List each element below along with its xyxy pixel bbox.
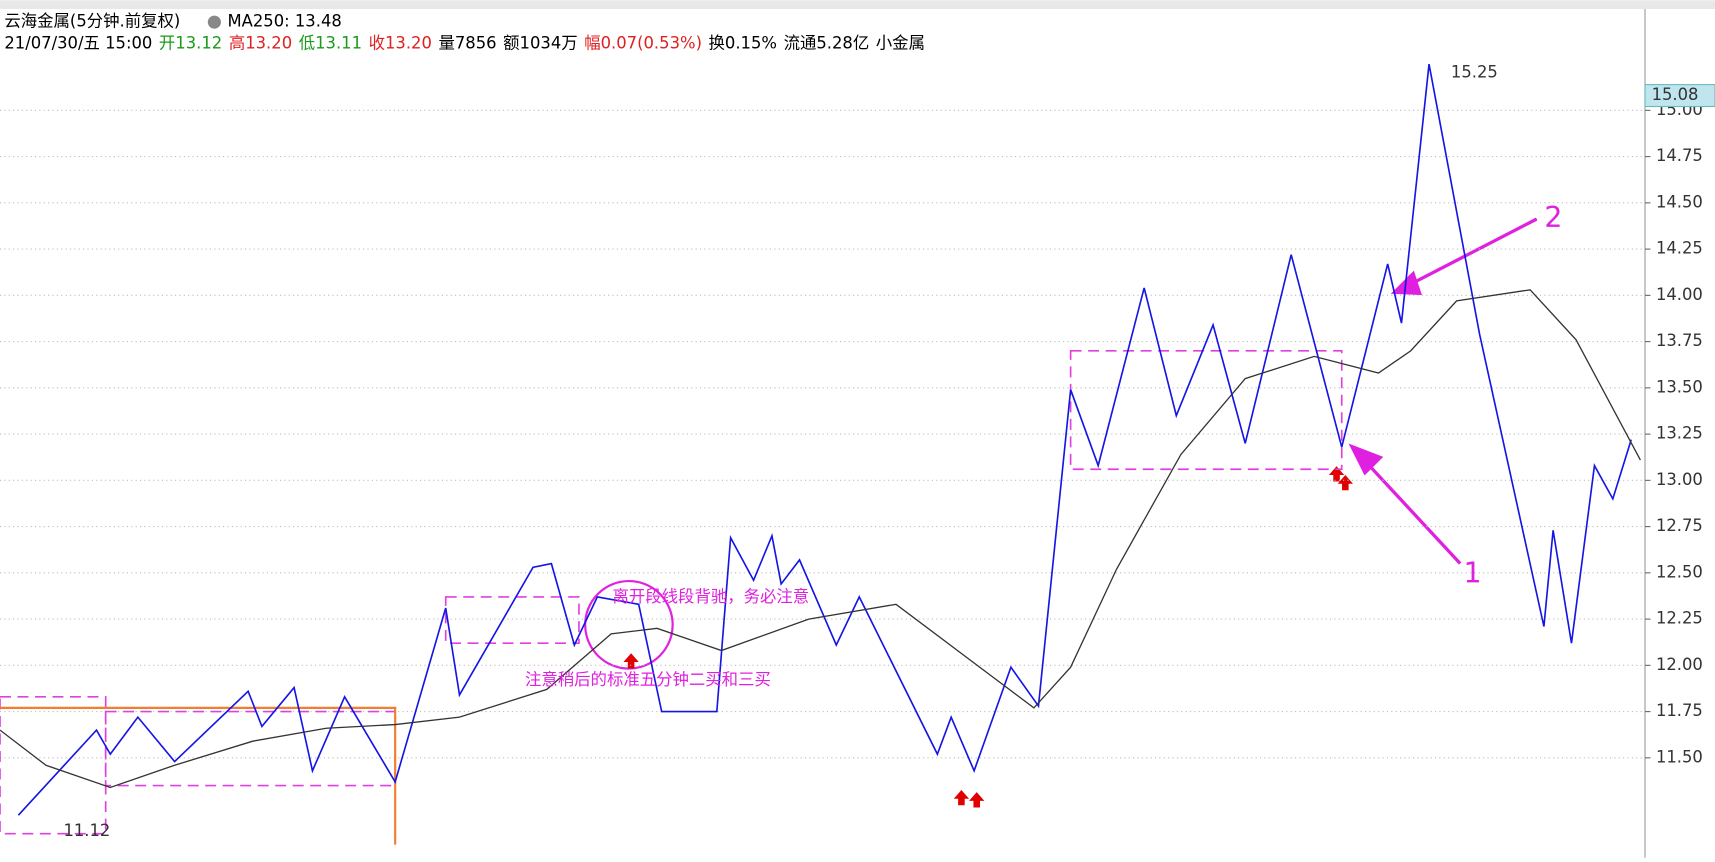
price-tag — [1644, 84, 1715, 108]
info-field: 量7856 — [438, 34, 496, 53]
info-field: 低13.11 — [299, 34, 362, 53]
y-tick-label: 14.50 — [1656, 192, 1703, 211]
info-field: 换0.15% — [709, 34, 777, 53]
chart-title: 云海金属(5分钟.前复权) — [4, 12, 180, 31]
y-tick-label: 14.25 — [1656, 239, 1703, 258]
ma-label: MA250: 13.48 — [228, 12, 342, 31]
pivot-box — [104, 710, 396, 787]
info-field: 收13.20 — [369, 34, 432, 53]
y-tick-label: 12.50 — [1656, 562, 1703, 581]
y-tick-label: 12.25 — [1656, 609, 1703, 628]
arrows — [1348, 217, 1538, 565]
ma-icon — [207, 15, 221, 29]
y-tick-label: 14.75 — [1656, 146, 1703, 165]
annotation: 离开段线段背驰，务必注意 — [613, 587, 810, 606]
series-line — [17, 63, 1633, 816]
info-field: 额1034万 — [503, 34, 577, 53]
info-field: 幅0.07(0.53%) — [584, 34, 702, 53]
y-tick-label: 11.75 — [1656, 701, 1703, 720]
price-tag-label: 15.08 — [1652, 85, 1699, 104]
pivot-box — [444, 596, 580, 644]
info-field: 小金属 — [876, 34, 925, 53]
support-line — [0, 706, 397, 845]
info-field: 流通5.28亿 — [784, 34, 870, 53]
pivot-box — [0, 695, 107, 835]
y-tick-label: 11.50 — [1656, 747, 1703, 766]
info-field: 高13.20 — [229, 34, 292, 53]
y-tick-label: 12.00 — [1656, 655, 1703, 674]
y-tick-label: 13.00 — [1656, 470, 1703, 489]
annotation: 2 — [1544, 201, 1562, 234]
y-tick-label: 12.75 — [1656, 516, 1703, 535]
high-label: 15.25 — [1451, 62, 1498, 81]
annotation: 注意稍后的标准五分钟二买和三买 — [525, 670, 771, 689]
info-field: 开13.12 — [159, 34, 222, 53]
y-tick-label: 14.00 — [1656, 285, 1703, 304]
buy-markers — [623, 466, 1353, 808]
series-line — [0, 289, 1641, 789]
tab-bar — [0, 0, 1715, 9]
y-tick-label: 13.25 — [1656, 424, 1703, 443]
y-tick-label: 13.75 — [1656, 331, 1703, 350]
low-label: 11.12 — [63, 821, 110, 840]
y-tick-label: 13.50 — [1656, 377, 1703, 396]
pivot-box — [1069, 350, 1343, 471]
annotation: 1 — [1463, 556, 1481, 589]
info-field: 21/07/30/五 15:00 — [4, 34, 152, 53]
